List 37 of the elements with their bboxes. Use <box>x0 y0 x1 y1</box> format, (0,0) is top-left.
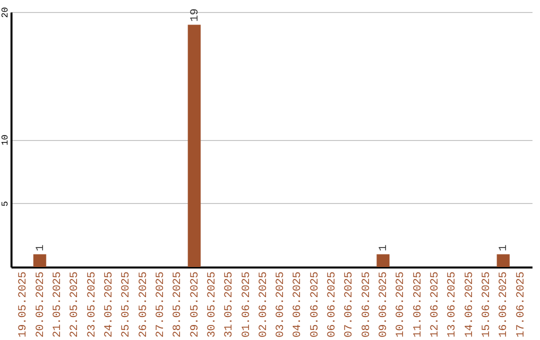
x-tick-label: 02.06.2025 <box>258 272 270 338</box>
x-tick-label: 23.05.2025 <box>86 272 98 338</box>
x-tick-label: 03.06.2025 <box>275 272 288 338</box>
y-tick-label: 5 <box>0 201 10 206</box>
data-label: 1 <box>498 244 510 252</box>
data-label: 19 <box>189 8 202 22</box>
x-tick-label: 15.06.2025 <box>481 272 494 338</box>
x-tick-label: 22.05.2025 <box>69 272 82 338</box>
x-tick-label: 29.05.2025 <box>189 272 202 338</box>
data-label: 1 <box>378 244 390 252</box>
x-tick-label: 13.06.2025 <box>446 272 459 338</box>
x-tick-label: 27.05.2025 <box>154 272 167 338</box>
x-tick-label: 14.06.2025 <box>464 272 476 338</box>
x-tick-label: 30.05.2025 <box>206 272 218 338</box>
x-tick-label: 08.06.2025 <box>360 272 373 338</box>
x-tick-label: 21.05.2025 <box>52 272 64 338</box>
x-tick-label: 07.06.2025 <box>344 272 356 338</box>
x-tick-label: 04.06.2025 <box>292 272 304 338</box>
x-tick-label: 26.05.2025 <box>138 272 150 338</box>
x-tick-label: 25.05.2025 <box>120 272 133 338</box>
x-tick-label: 12.06.2025 <box>430 272 442 338</box>
x-tick-label: 24.05.2025 <box>103 272 116 338</box>
y-tick-label: 10 <box>0 134 10 146</box>
x-tick-label: 31.05.2025 <box>224 272 236 338</box>
x-tick-label: 11.06.2025 <box>412 272 424 338</box>
x-tick-label: 17.06.2025 <box>515 272 528 338</box>
x-tick-label: 05.06.2025 <box>309 272 322 338</box>
x-tick-label: 19.05.2025 <box>18 272 30 338</box>
x-tick-label: 06.06.2025 <box>326 272 339 338</box>
x-tick-label: 09.06.2025 <box>378 272 390 338</box>
x-tick-label: 10.06.2025 <box>395 272 408 338</box>
x-tick-label: 28.05.2025 <box>172 272 184 338</box>
data-label: 1 <box>34 244 47 252</box>
x-tick-label: 16.06.2025 <box>498 272 510 338</box>
x-tick-label: 20.05.2025 <box>34 272 47 338</box>
x-tick-label: 01.06.2025 <box>240 272 253 338</box>
y-tick-label: 20 <box>0 7 10 18</box>
